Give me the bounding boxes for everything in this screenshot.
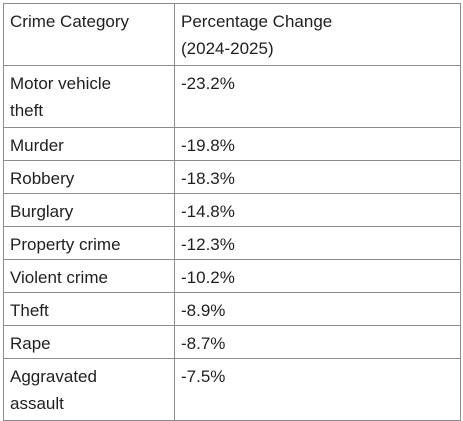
cell-category-line2: assault (10, 394, 64, 413)
cell-category: Property crime (3, 226, 175, 260)
cell-change: -12.3% (174, 226, 461, 260)
header-percentage-change: Percentage Change (2024-2025) (174, 3, 461, 66)
table-row: Aggravated assault -7.5% (3, 358, 461, 421)
table-row: Motor vehicle theft -23.2% (3, 65, 461, 128)
cell-category: Violent crime (3, 259, 175, 293)
cell-category-line2: theft (10, 101, 44, 120)
header-percentage-change-line2: (2024-2025) (181, 39, 274, 58)
cell-category-line1: Motor vehicle (10, 74, 112, 93)
cell-change: -18.3% (174, 160, 461, 194)
cell-change: -14.8% (174, 193, 461, 227)
cell-change: -19.8% (174, 127, 461, 161)
header-crime-category: Crime Category (3, 3, 175, 66)
table-row: Rape -8.7% (3, 325, 461, 359)
cell-change: -7.5% (174, 358, 461, 421)
table-row: Violent crime -10.2% (3, 259, 461, 293)
header-percentage-change-line1: Percentage Change (181, 12, 333, 31)
crime-change-table-container: Crime Category Percentage Change (2024-20… (3, 3, 461, 421)
cell-category: Rape (3, 325, 175, 359)
table-row: Burglary -14.8% (3, 193, 461, 227)
cell-change: -8.9% (174, 292, 461, 326)
cell-category-line1: Aggravated (10, 367, 97, 386)
cell-change: -8.7% (174, 325, 461, 359)
table-row: Theft -8.9% (3, 292, 461, 326)
cell-category: Robbery (3, 160, 175, 194)
cell-change: -23.2% (174, 65, 461, 128)
cell-category: Burglary (3, 193, 175, 227)
cell-category: Motor vehicle theft (3, 65, 175, 128)
cell-category: Murder (3, 127, 175, 161)
cell-category: Theft (3, 292, 175, 326)
cell-category: Aggravated assault (3, 358, 175, 421)
table-row: Property crime -12.3% (3, 226, 461, 260)
table-header-row: Crime Category Percentage Change (2024-20… (3, 3, 461, 66)
table-row: Robbery -18.3% (3, 160, 461, 194)
crime-change-table: Crime Category Percentage Change (2024-20… (3, 3, 461, 421)
cell-change: -10.2% (174, 259, 461, 293)
table-row: Murder -19.8% (3, 127, 461, 161)
